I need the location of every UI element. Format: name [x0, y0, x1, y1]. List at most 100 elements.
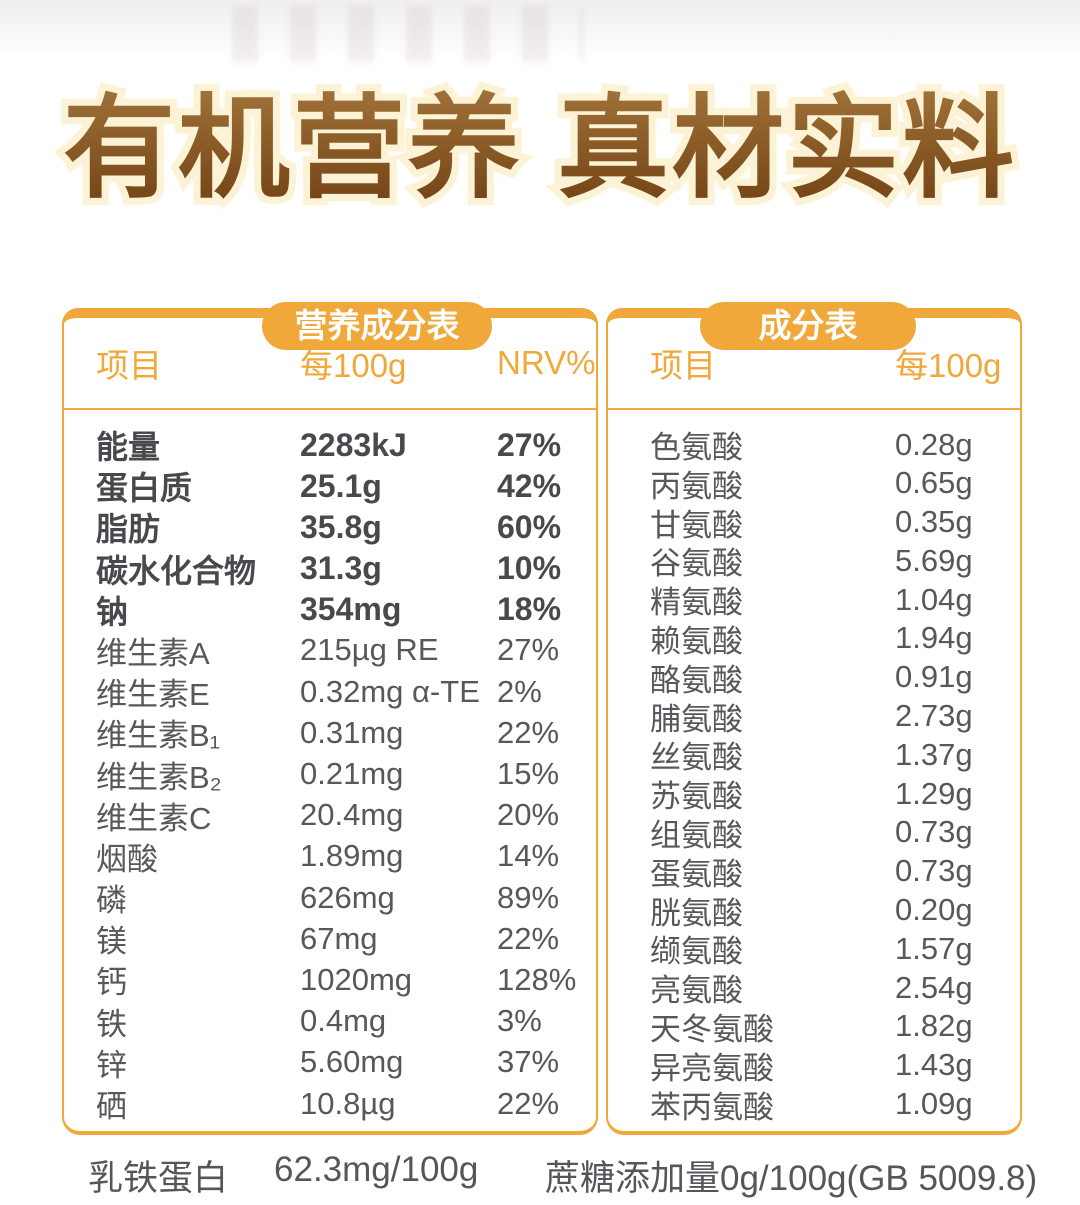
table-cell-value: 2283kJ [300, 426, 407, 463]
table-cell-name: 镁 [96, 924, 127, 960]
table-cell-name: 赖氨酸 [650, 623, 743, 659]
table-cell-name: 维生素B₁ [96, 718, 221, 754]
table-row: 铁 0.4mg 3% [64, 999, 596, 1042]
table-cell-name: 胱氨酸 [650, 895, 743, 931]
table-cell-name: 维生素B₂ [96, 759, 222, 795]
table-cell-name: 精氨酸 [650, 585, 743, 621]
table-cell-name: 亮氨酸 [650, 973, 743, 1009]
table-cell-name: 苏氨酸 [650, 779, 743, 815]
table-cell-value: 0.73g [895, 853, 973, 889]
top-haze-decoration [0, 0, 1080, 70]
table-cell-name: 丝氨酸 [650, 740, 743, 776]
column-header-item: 项目 [96, 347, 162, 384]
table-row: 组氨酸 0.73g [608, 810, 1020, 853]
table-cell-nrv: 20% [497, 797, 560, 833]
table-row: 硒 10.8µg 22% [64, 1081, 596, 1125]
table-cell-value: 626mg [300, 879, 395, 915]
table-cell-name: 酪氨酸 [650, 662, 743, 698]
table-row: 谷氨酸 5.69g [608, 538, 1020, 582]
table-cell-name: 甘氨酸 [650, 507, 743, 543]
table-cell-value: 5.60mg [300, 1044, 404, 1080]
table-cell-value: 0.21mg [300, 756, 404, 791]
table-cell-value: 67mg [300, 920, 378, 956]
table-row: 缬氨酸 1.57g [608, 926, 1020, 970]
nutrition-facts-tab: 营养成分表 [262, 302, 492, 350]
table-cell-nrv: 22% [497, 714, 560, 750]
table-row: 蛋白质 25.1g 42% [64, 463, 596, 507]
table-row: 异亮氨酸 1.43g [608, 1043, 1020, 1086]
table-row: 丙氨酸 0.65g [608, 461, 1020, 504]
sucrose-note: 蔗糖添加量0g/100g(GB 5009.8) [545, 1159, 1038, 1198]
table-row: 锌 5.60mg 37% [64, 1040, 596, 1083]
table-cell-name: 锌 [96, 1047, 127, 1083]
table-cell-value: 2.54g [895, 969, 973, 1005]
table-cell-value: 1.37g [895, 736, 973, 772]
table-cell-value: 25.1g [300, 467, 382, 504]
table-cell-nrv: 14% [497, 838, 560, 874]
table-cell-nrv: 27% [497, 632, 560, 668]
table-cell-name: 异亮氨酸 [650, 1050, 774, 1086]
table-cell-value: 354mg [300, 591, 402, 628]
nutrition-table-body: 能量 2283kJ 27% 蛋白质 25.1g 42% 脂肪 35.8g 60% 碳水化合物 31.… [64, 410, 596, 1125]
table-cell-name: 缬氨酸 [650, 934, 743, 970]
table-row: 精氨酸 1.04g [608, 577, 1020, 621]
table-cell-value: 1.09g [895, 1086, 973, 1122]
table-row: 维生素C 20.4mg 20% [64, 793, 596, 836]
table-cell-value: 0.4mg [300, 1003, 387, 1039]
table-cell-name: 维生素C [96, 800, 212, 836]
table-cell-nrv: 22% [497, 920, 560, 956]
table-row: 丝氨酸 1.37g [608, 732, 1020, 776]
table-row: 胱氨酸 0.20g [608, 888, 1020, 931]
table-cell-value: 1.43g [895, 1047, 973, 1083]
table-row: 镁 67mg 22% [64, 916, 596, 960]
table-cell-name: 脂肪 [96, 511, 161, 548]
lactoferrin-value: 62.3mg/100g [274, 1150, 479, 1189]
table-row: 苏氨酸 1.29g [608, 771, 1020, 815]
table-cell-value: 215µg RE [300, 632, 439, 668]
table-cell-value: 1.94g [895, 620, 973, 656]
table-row: 维生素E 0.32mg α-TE 2% [64, 669, 596, 713]
table-row: 赖氨酸 1.94g [608, 616, 1020, 659]
table-cell-nrv: 18% [497, 591, 562, 628]
table-cell-nrv: 128% [497, 961, 577, 997]
table-row: 色氨酸 0.28g [608, 422, 1020, 466]
lactoferrin-label: 乳铁蛋白 [88, 1159, 229, 1198]
table-cell-value: 0.35g [895, 504, 973, 540]
ingredient-table-body: 色氨酸 0.28g 丙氨酸 0.65g 甘氨酸 0.35g 谷氨酸 5.69g 精氨酸 1.04g… [608, 410, 1020, 1125]
table-row: 亮氨酸 2.54g [608, 965, 1020, 1009]
table-cell-value: 1.29g [895, 775, 973, 811]
table-row: 维生素B₂ 0.21mg 15% [64, 752, 596, 795]
table-cell-value: 1.04g [895, 581, 973, 617]
lactoferrin-note: 乳铁蛋白 62.3mg/100g [88, 1150, 478, 1201]
table-cell-nrv: 10% [497, 550, 562, 587]
table-cell-value: 0.32mg α-TE [300, 673, 480, 709]
composition-tab: 成分表 [700, 302, 916, 350]
table-row: 维生素B₁ 0.31mg 22% [64, 710, 596, 754]
table-cell-value: 35.8g [300, 508, 382, 545]
table-cell-value: 2.73g [895, 698, 973, 734]
table-row: 甘氨酸 0.35g [608, 500, 1020, 543]
table-cell-nrv: 3% [497, 1003, 542, 1039]
table-cell-name: 丙氨酸 [650, 468, 743, 504]
table-cell-name: 苯丙氨酸 [650, 1089, 774, 1125]
table-row: 脂肪 35.8g 60% [64, 504, 596, 548]
page-title-text: 有机营养 真材实料 [0, 76, 1080, 222]
table-row: 维生素A 215µg RE 27% [64, 628, 596, 671]
table-cell-nrv: 42% [497, 467, 562, 504]
table-cell-value: 1020mg [300, 961, 413, 997]
table-cell-name: 铁 [96, 1006, 127, 1042]
table-cell-name: 能量 [96, 429, 161, 465]
composition-header: 项目 每100g [608, 318, 1020, 410]
table-cell-value: 0.31mg [300, 714, 404, 750]
table-cell-name: 磷 [96, 883, 127, 919]
nutrition-facts-header: 项目 每100g NRV% [64, 318, 596, 410]
table-cell-name: 蛋氨酸 [650, 856, 743, 892]
composition-table: 成分表 项目 每100g 色氨酸 0.28g 丙氨酸 0.65g 甘氨酸 0.35g 谷氨酸… [606, 302, 1022, 1135]
table-cell-nrv: 37% [497, 1044, 560, 1080]
table-cell-value: 0.20g [895, 892, 973, 928]
table-row: 蛋氨酸 0.73g [608, 849, 1020, 892]
table-cell-value: 5.69g [895, 542, 973, 578]
table-cell-name: 天冬氨酸 [650, 1011, 774, 1047]
table-row: 钠 354mg 18% [64, 587, 596, 630]
